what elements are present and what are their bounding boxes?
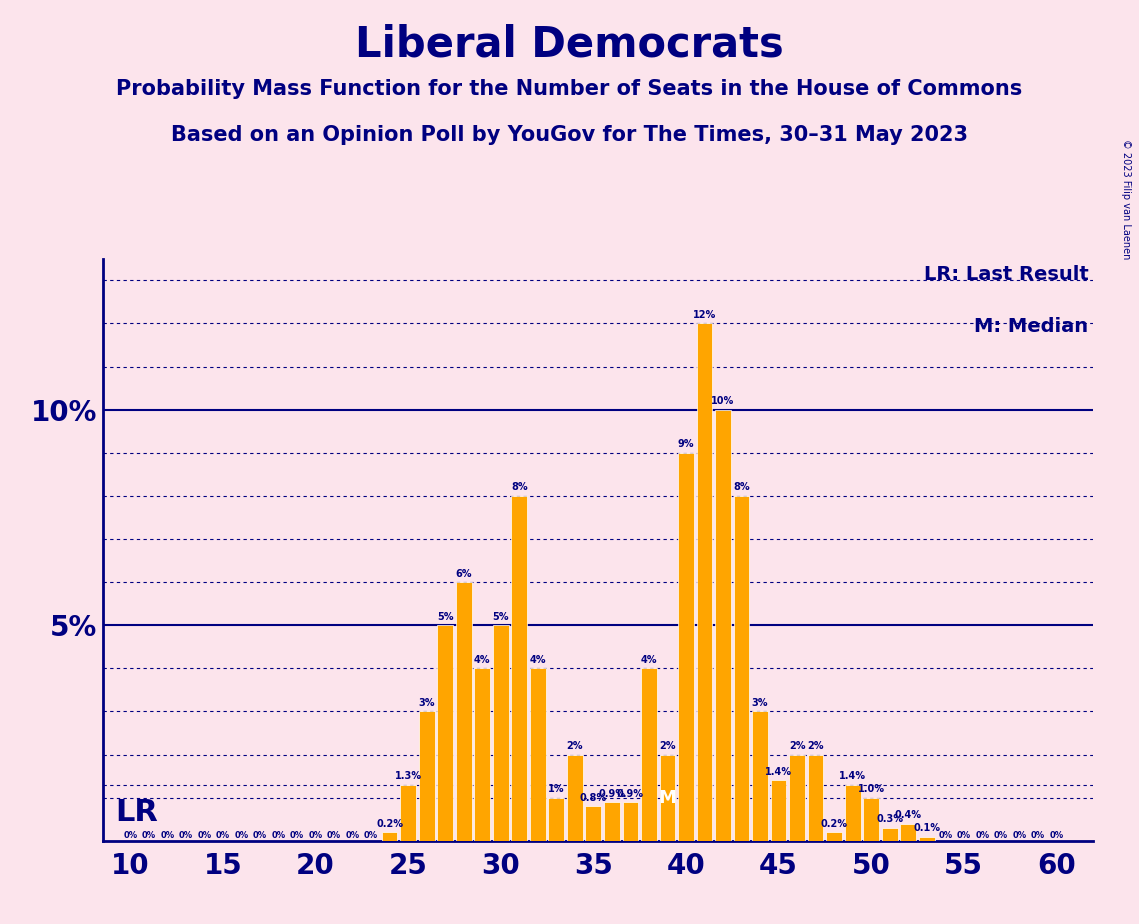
Text: 0%: 0%: [345, 832, 360, 841]
Text: 2%: 2%: [808, 741, 823, 751]
Bar: [659, 755, 675, 841]
Text: 1.4%: 1.4%: [765, 767, 792, 777]
Bar: [919, 836, 935, 841]
Bar: [826, 833, 842, 841]
Bar: [530, 668, 546, 841]
Bar: [845, 784, 861, 841]
Text: 12%: 12%: [693, 310, 716, 320]
Bar: [900, 823, 916, 841]
Bar: [808, 755, 823, 841]
Text: 0%: 0%: [1031, 832, 1044, 841]
Text: 0%: 0%: [1049, 832, 1064, 841]
Text: 0%: 0%: [141, 832, 156, 841]
Bar: [456, 582, 472, 841]
Text: 0.1%: 0.1%: [913, 823, 940, 833]
Text: 0.9%: 0.9%: [617, 788, 644, 798]
Bar: [382, 833, 398, 841]
Bar: [400, 784, 416, 841]
Text: © 2023 Filip van Laenen: © 2023 Filip van Laenen: [1121, 139, 1131, 259]
Text: 0.9%: 0.9%: [598, 788, 625, 798]
Text: 1.3%: 1.3%: [394, 772, 421, 782]
Bar: [752, 711, 768, 841]
Bar: [604, 802, 620, 841]
Text: 0%: 0%: [161, 832, 174, 841]
Text: 0%: 0%: [253, 832, 267, 841]
Text: 0%: 0%: [327, 832, 341, 841]
Text: LR: Last Result: LR: Last Result: [924, 264, 1089, 284]
Bar: [771, 781, 786, 841]
Bar: [437, 626, 453, 841]
Text: 0%: 0%: [179, 832, 192, 841]
Text: 0%: 0%: [309, 832, 322, 841]
Text: 5%: 5%: [437, 612, 453, 622]
Text: 0%: 0%: [364, 832, 378, 841]
Bar: [511, 496, 527, 841]
Text: 6%: 6%: [456, 568, 472, 578]
Bar: [715, 409, 731, 841]
Bar: [474, 668, 490, 841]
Bar: [585, 807, 601, 841]
Text: 3%: 3%: [418, 698, 435, 708]
Text: 3%: 3%: [752, 698, 769, 708]
Bar: [567, 755, 583, 841]
Text: 0.8%: 0.8%: [580, 793, 607, 803]
Text: 1.0%: 1.0%: [858, 784, 885, 795]
Text: 0%: 0%: [939, 832, 952, 841]
Bar: [789, 755, 805, 841]
Text: 4%: 4%: [530, 655, 546, 665]
Bar: [549, 797, 564, 841]
Bar: [734, 496, 749, 841]
Bar: [419, 711, 434, 841]
Text: 0%: 0%: [197, 832, 212, 841]
Text: 5%: 5%: [492, 612, 509, 622]
Text: 1.4%: 1.4%: [839, 772, 866, 782]
Text: 0.2%: 0.2%: [820, 819, 847, 829]
Text: 0.2%: 0.2%: [376, 819, 403, 829]
Text: 0%: 0%: [235, 832, 248, 841]
Text: 8%: 8%: [734, 482, 749, 492]
Text: 4%: 4%: [474, 655, 491, 665]
Text: M: M: [658, 789, 677, 807]
Text: 0%: 0%: [993, 832, 1008, 841]
Text: Based on an Opinion Poll by YouGov for The Times, 30–31 May 2023: Based on an Opinion Poll by YouGov for T…: [171, 125, 968, 145]
Text: 1%: 1%: [548, 784, 565, 795]
Bar: [641, 668, 657, 841]
Text: 0%: 0%: [957, 832, 970, 841]
Text: LR: LR: [115, 797, 158, 827]
Text: 9%: 9%: [678, 439, 694, 449]
Text: 0%: 0%: [975, 832, 990, 841]
Bar: [882, 828, 898, 841]
Text: 0%: 0%: [271, 832, 286, 841]
Bar: [697, 323, 712, 841]
Text: M: Median: M: Median: [974, 317, 1089, 336]
Text: 0%: 0%: [290, 832, 304, 841]
Text: Liberal Democrats: Liberal Democrats: [355, 23, 784, 65]
Text: 8%: 8%: [511, 482, 527, 492]
Bar: [863, 797, 879, 841]
Text: 4%: 4%: [640, 655, 657, 665]
Text: 2%: 2%: [789, 741, 805, 751]
Text: 2%: 2%: [659, 741, 675, 751]
Bar: [493, 626, 509, 841]
Text: 2%: 2%: [566, 741, 583, 751]
Text: Probability Mass Function for the Number of Seats in the House of Commons: Probability Mass Function for the Number…: [116, 79, 1023, 99]
Text: 10%: 10%: [712, 396, 735, 407]
Bar: [678, 453, 694, 841]
Bar: [623, 802, 638, 841]
Text: 0.3%: 0.3%: [876, 814, 903, 824]
Text: 0%: 0%: [1013, 832, 1026, 841]
Text: 0.4%: 0.4%: [895, 810, 921, 821]
Text: 0%: 0%: [216, 832, 230, 841]
Text: 0%: 0%: [123, 832, 138, 841]
